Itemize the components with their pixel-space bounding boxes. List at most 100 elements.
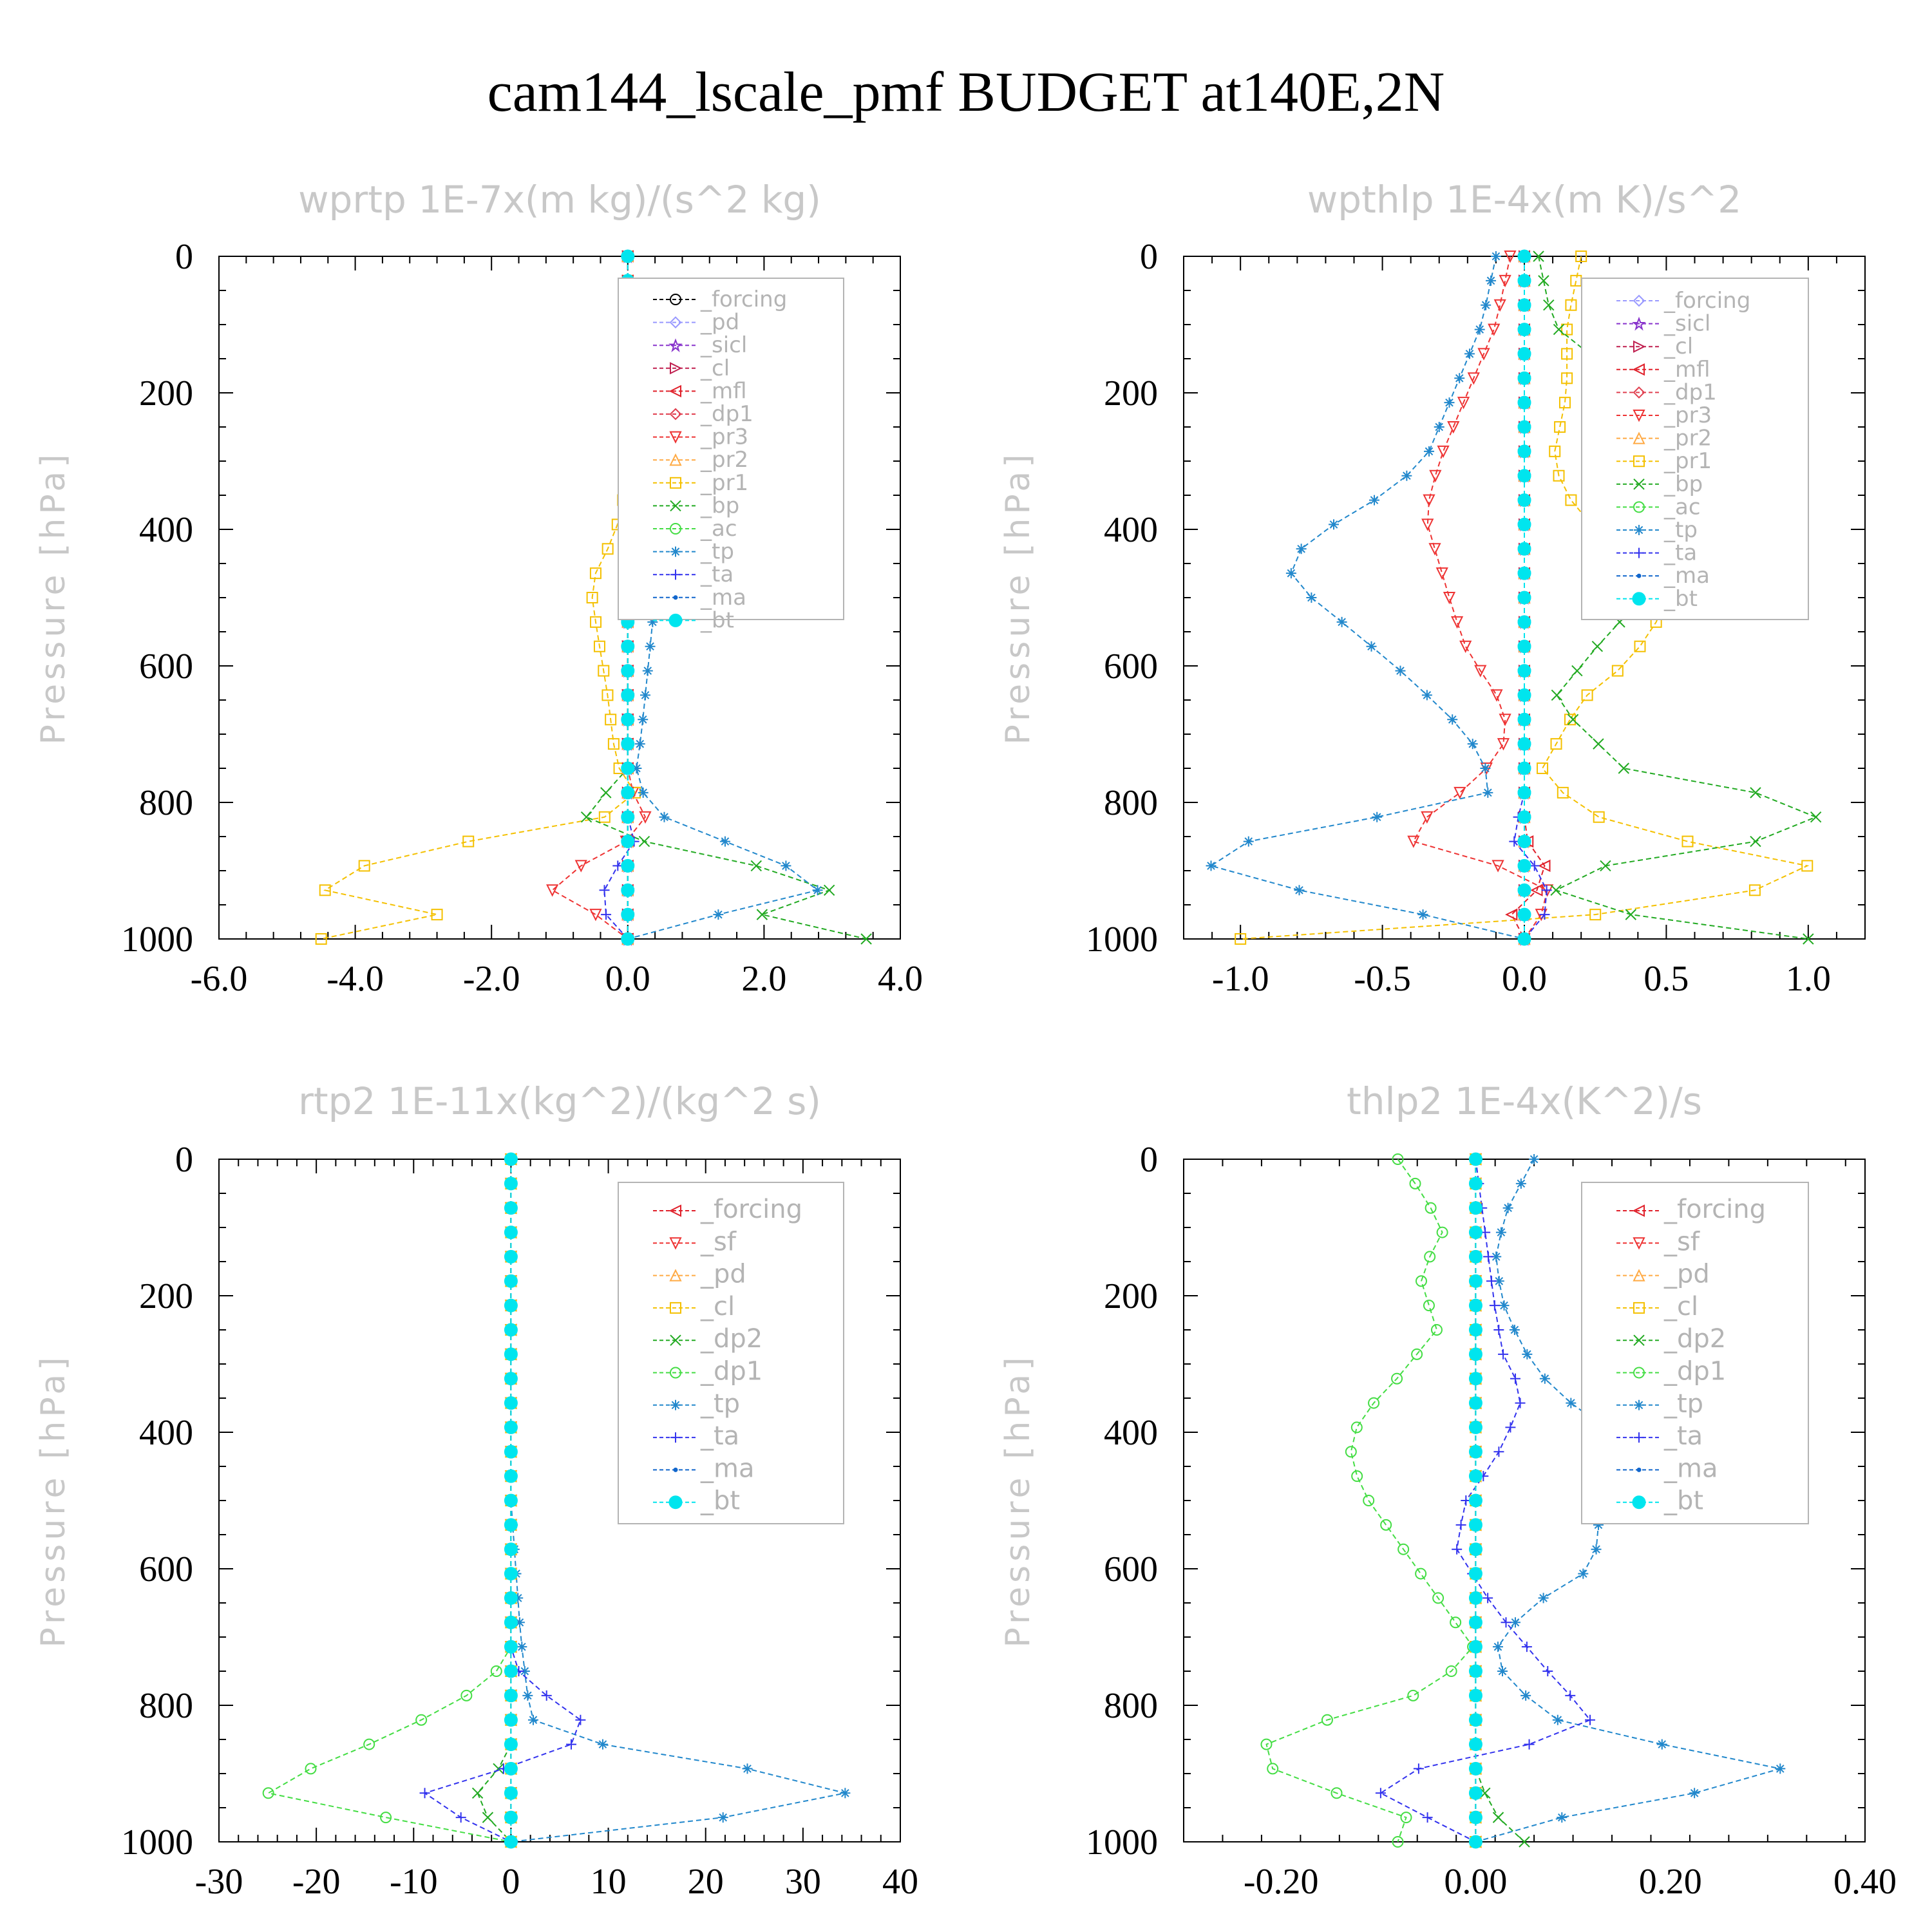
legend-entry: _pr3 bbox=[653, 424, 748, 450]
data-point bbox=[490, 1665, 502, 1677]
series-line bbox=[423, 1159, 582, 1842]
legend-label: _dp1 bbox=[700, 401, 753, 427]
data-point bbox=[1397, 1543, 1410, 1555]
legend-marker bbox=[1633, 501, 1645, 513]
data-point bbox=[1517, 517, 1531, 531]
legend-entry: _ma bbox=[653, 585, 746, 611]
data-point bbox=[621, 883, 635, 897]
data-point bbox=[621, 639, 635, 654]
data-point bbox=[621, 761, 635, 775]
data-point bbox=[504, 1493, 518, 1508]
data-point bbox=[1391, 1372, 1403, 1385]
data-point bbox=[305, 1763, 317, 1775]
data-point bbox=[1434, 422, 1444, 432]
data-point bbox=[750, 860, 762, 872]
x-tick-label: 0.0 bbox=[605, 959, 650, 999]
y-tick-label: 1000 bbox=[1086, 1823, 1158, 1862]
data-point bbox=[647, 616, 658, 627]
data-point bbox=[1468, 1664, 1482, 1678]
data-point bbox=[1424, 446, 1435, 457]
data-point bbox=[319, 884, 331, 896]
data-point bbox=[1490, 251, 1501, 261]
panel-title: wpthlp 1E-4x(m K)/s^2 bbox=[1307, 178, 1741, 222]
legend-marker bbox=[1634, 525, 1644, 535]
data-point bbox=[1468, 1493, 1482, 1508]
data-point bbox=[504, 1249, 518, 1264]
data-point bbox=[717, 1812, 728, 1823]
data-point bbox=[1331, 1787, 1343, 1799]
legend-label: _mfl bbox=[700, 378, 747, 404]
series_dp1 bbox=[262, 1153, 517, 1848]
data-point bbox=[380, 1812, 392, 1824]
data-point bbox=[598, 811, 611, 823]
data-point bbox=[1424, 1251, 1436, 1263]
data-point bbox=[1517, 615, 1531, 629]
data-point bbox=[1493, 299, 1506, 312]
legend-entry: _dp2 bbox=[1616, 1324, 1726, 1354]
data-point bbox=[1517, 761, 1531, 775]
legend-label: _tp bbox=[700, 539, 734, 565]
data-point bbox=[504, 1689, 518, 1703]
legend-label: _dp1 bbox=[1663, 1357, 1726, 1387]
data-point bbox=[1517, 737, 1531, 751]
legend-marker bbox=[673, 1467, 678, 1472]
data-point bbox=[504, 1298, 518, 1312]
data-point bbox=[1558, 397, 1571, 409]
data-point bbox=[1432, 1592, 1444, 1604]
panel-3: rtp2 1E-11x(kg^2)/(kg^2 s) Pressure [hPa]… bbox=[34, 1079, 918, 1902]
data-point bbox=[504, 1177, 518, 1191]
legend-entry: _bp bbox=[1616, 471, 1703, 497]
y-tick-label: 1000 bbox=[121, 1823, 193, 1862]
legend-marker bbox=[1633, 478, 1645, 490]
data-point bbox=[1517, 493, 1531, 507]
legend-label: _ta bbox=[1663, 540, 1697, 566]
data-point bbox=[1486, 1276, 1497, 1287]
data-point bbox=[1550, 738, 1562, 750]
legend-label: _ma bbox=[1663, 563, 1710, 589]
data-point bbox=[1517, 712, 1531, 726]
data-point bbox=[504, 1152, 518, 1166]
data-point bbox=[1750, 787, 1761, 799]
legend-label: _pr3 bbox=[700, 424, 748, 450]
data-point bbox=[1468, 1469, 1482, 1483]
x-tick-label: -4.0 bbox=[327, 959, 384, 999]
data-point bbox=[1482, 787, 1493, 798]
data-point bbox=[1366, 641, 1377, 652]
data-point bbox=[1524, 1739, 1535, 1750]
data-point bbox=[742, 1763, 753, 1774]
legend-entry: _dp2 bbox=[653, 1324, 762, 1354]
data-point bbox=[621, 907, 635, 922]
legend-marker bbox=[670, 1432, 681, 1443]
data-point bbox=[1517, 274, 1531, 288]
data-point bbox=[504, 1786, 518, 1800]
legend-entry: _tp bbox=[1616, 1389, 1703, 1419]
legend-marker bbox=[1632, 1204, 1645, 1217]
legend-marker bbox=[1634, 547, 1644, 558]
legend-label: _pd bbox=[700, 310, 739, 336]
data-point bbox=[1689, 1788, 1700, 1799]
data-point bbox=[1493, 1325, 1504, 1335]
legend-label: _forcing bbox=[700, 1195, 802, 1224]
series_ta bbox=[1375, 1154, 1596, 1847]
data-point bbox=[1591, 641, 1604, 652]
x-tick-label: 4.0 bbox=[878, 959, 923, 999]
data-point bbox=[593, 640, 605, 652]
data-point bbox=[1517, 810, 1531, 824]
y-tick-label: 400 bbox=[139, 1413, 193, 1453]
x-tick-label: 40 bbox=[882, 1862, 918, 1902]
data-point bbox=[358, 860, 370, 872]
legend-label: _pd bbox=[1663, 1260, 1710, 1289]
data-point bbox=[462, 835, 475, 848]
data-point bbox=[575, 1714, 586, 1725]
legend-entry: _pr3 bbox=[1616, 402, 1712, 428]
data-point bbox=[1517, 542, 1531, 556]
data-point bbox=[1489, 1300, 1500, 1311]
data-point bbox=[1515, 1178, 1526, 1189]
data-point bbox=[1611, 665, 1624, 677]
data-point bbox=[1550, 884, 1562, 896]
legend-label: _bp bbox=[700, 493, 739, 518]
data-point bbox=[504, 1226, 518, 1240]
data-point bbox=[639, 811, 652, 824]
data-point bbox=[1497, 738, 1510, 751]
